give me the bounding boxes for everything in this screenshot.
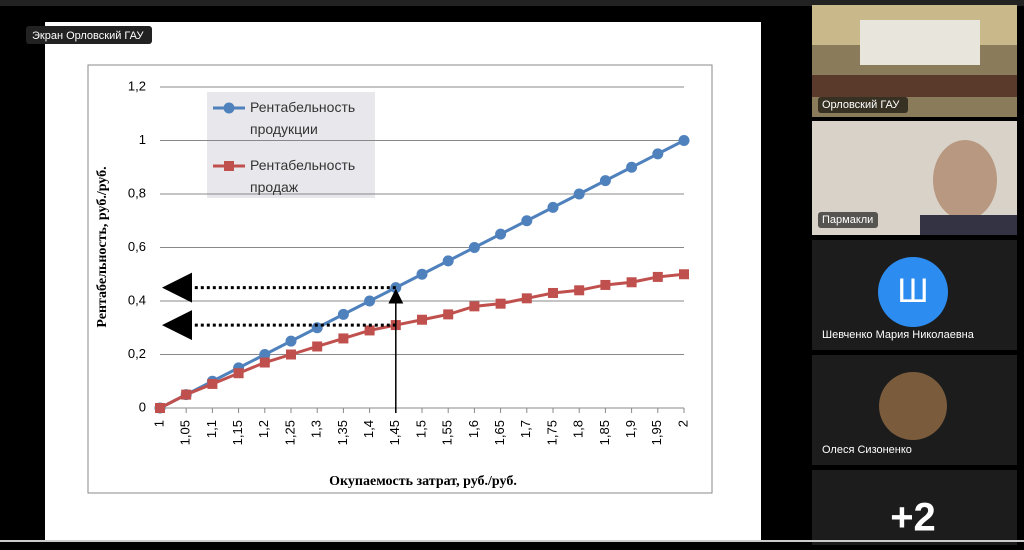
point <box>417 314 427 325</box>
point <box>285 335 297 347</box>
x-tick-label: 1 <box>151 420 166 427</box>
point <box>416 268 428 280</box>
point <box>547 201 559 213</box>
point <box>312 341 323 352</box>
name-bg <box>818 97 908 113</box>
x-tick-label: 1,8 <box>571 420 586 438</box>
x-tick-label: 1,7 <box>518 420 533 438</box>
screen-label-bg <box>26 26 152 44</box>
x-tick-label: 1,9 <box>623 420 638 438</box>
point <box>495 298 506 309</box>
point <box>443 309 454 320</box>
x-tick-label: 1,65 <box>492 420 507 445</box>
avatar-photo <box>879 372 947 440</box>
point <box>600 279 611 290</box>
point <box>311 322 323 334</box>
participant-name: Пармакли <box>822 214 873 226</box>
point <box>468 242 480 253</box>
point <box>573 188 585 200</box>
point <box>495 228 507 240</box>
y-tick-label: 0,2 <box>128 346 146 361</box>
point <box>233 368 244 379</box>
point <box>338 333 349 344</box>
point <box>181 389 192 400</box>
x-axis-title: Окупаемость затрат, руб./руб. <box>329 474 517 489</box>
point <box>155 403 165 413</box>
point <box>442 255 454 267</box>
avatar <box>878 257 948 327</box>
x-tick-label: 1,45 <box>387 420 402 445</box>
point <box>548 287 558 298</box>
x-tick-label: 1,95 <box>649 420 664 445</box>
point <box>626 277 637 288</box>
avatar-initial: Ш <box>897 272 928 310</box>
point <box>364 325 375 336</box>
x-tick-label: 1,75 <box>544 420 559 445</box>
point <box>521 215 533 227</box>
x-tick-label: 2 <box>675 420 690 427</box>
x-tick-label: 1,2 <box>256 420 271 438</box>
x-tick-label: 1,05 <box>178 420 193 445</box>
video-person-body <box>920 215 1017 235</box>
tile <box>812 470 1017 545</box>
point <box>364 295 376 307</box>
x-tick-label: 1,5 <box>413 420 428 438</box>
participant-name: Шевченко Мария Николаевна <box>822 329 975 341</box>
point <box>678 135 690 146</box>
progress-bar <box>0 540 1024 542</box>
legend-label: Рентабельность продаж <box>250 157 355 195</box>
more-count: +2 <box>890 496 936 540</box>
x-tick-label: 1,35 <box>335 420 350 445</box>
x-tick-label: 1,6 <box>466 420 481 438</box>
point <box>286 349 296 360</box>
point <box>679 269 689 280</box>
point <box>626 161 638 173</box>
y-tick-label: 0 <box>139 399 146 414</box>
point <box>207 378 218 389</box>
video-tile-table <box>812 75 1017 97</box>
point <box>469 301 480 312</box>
video-tile-banner <box>860 20 980 65</box>
y-axis-title: Рентабельность, руб./руб. <box>95 166 110 327</box>
y-tick-label: 1 <box>139 132 146 147</box>
y-tick-label: 0,8 <box>128 185 146 200</box>
point <box>337 308 349 320</box>
legend-label: Рентабельность продукции <box>250 99 355 137</box>
participant-name: Олеся Сизоненко <box>822 444 912 456</box>
legend-marker <box>224 161 234 171</box>
point <box>259 357 270 368</box>
x-tick-label: 1,55 <box>440 420 455 445</box>
x-tick-label: 1,25 <box>282 420 297 445</box>
legend-marker <box>223 102 235 114</box>
point <box>574 285 585 296</box>
y-tick-label: 1,2 <box>128 78 146 93</box>
x-tick-label: 1,15 <box>230 420 245 445</box>
legend <box>207 92 375 198</box>
y-tick-label: 0,6 <box>128 239 146 254</box>
point <box>652 271 663 282</box>
point <box>521 293 532 304</box>
video-person <box>933 140 997 220</box>
chart-frame <box>87 64 713 494</box>
screen-label: Экран Орловский ГАУ <box>32 30 144 42</box>
name-bg <box>818 212 878 228</box>
participant-name: Орловский ГАУ <box>822 99 900 111</box>
x-tick-label: 1,3 <box>309 420 324 438</box>
point <box>599 175 611 187</box>
x-tick-label: 1,85 <box>597 420 612 445</box>
y-tick-label: 0,4 <box>128 292 146 307</box>
point <box>652 148 664 160</box>
x-tick-label: 1,1 <box>204 420 219 438</box>
point <box>259 349 271 360</box>
x-tick-label: 1,4 <box>361 420 376 438</box>
top-strip <box>0 0 1024 6</box>
